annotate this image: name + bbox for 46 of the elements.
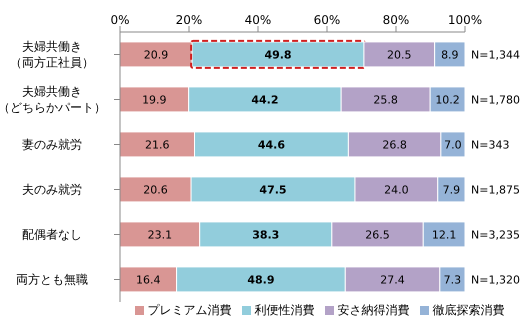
legend-label: 徹底探索消費 (432, 303, 504, 317)
data-label: 24.0 (384, 183, 409, 196)
legend-label: 利便性消費 (254, 303, 314, 317)
data-label: 20.6 (143, 183, 168, 196)
data-label: 20.9 (144, 48, 168, 62)
text: N=1,344 (471, 48, 520, 62)
data-label: 20.5 (387, 48, 412, 62)
text: N=1,875 (471, 184, 520, 196)
y-tick-label: 夫婦共働き（両方正社員） (10, 40, 94, 70)
data-label: 25.8 (373, 93, 398, 106)
data-label: 8.9 (441, 48, 459, 62)
data-label: 48.9 (247, 273, 275, 286)
legend-label: 安さ納得消費 (338, 303, 410, 317)
x-tick-label: 100% (448, 13, 482, 27)
data-label: 12.1 (432, 228, 456, 242)
y-tick-label: 夫婦共働き（どちらかパート） (0, 84, 106, 114)
data-label: 7.3 (444, 273, 462, 286)
x-tick-label: 0% (110, 13, 130, 27)
data-label: 27.4 (380, 273, 405, 286)
data-label: 7.9 (442, 183, 460, 196)
text: N=1,780 (471, 94, 520, 106)
data-label: 49.8 (264, 48, 292, 62)
data-label: 16.4 (136, 273, 161, 286)
data-label: 44.6 (258, 138, 286, 152)
x-tick-label: 20% (176, 13, 202, 27)
y-tick-label: 両方とも無職 (16, 272, 88, 286)
y-tick-label: 配偶者なし (22, 228, 82, 242)
data-label: 26.8 (382, 138, 407, 152)
data-label: 38.3 (252, 228, 280, 242)
data-label: 23.1 (148, 228, 172, 242)
data-label: 10.2 (435, 93, 460, 106)
text: N=3,235 (471, 228, 520, 242)
x-tick-label: 80% (382, 13, 410, 27)
x-tick-label: 40% (244, 13, 272, 27)
y-tick-label: 妻のみ就労 (22, 138, 82, 152)
legend-label: プレミアム消費 (148, 303, 232, 317)
data-label: 19.9 (142, 93, 167, 106)
data-label: 7.0 (444, 138, 462, 152)
x-tick-label: 60% (314, 13, 340, 27)
text: N=343 (471, 138, 510, 152)
y-tick-label: 夫のみ就労 (22, 182, 82, 196)
text: N=1,320 (471, 274, 520, 286)
data-label: 26.5 (365, 228, 390, 242)
data-label: 21.6 (145, 138, 170, 152)
data-label: 47.5 (259, 183, 287, 196)
data-label: 44.2 (251, 93, 278, 106)
